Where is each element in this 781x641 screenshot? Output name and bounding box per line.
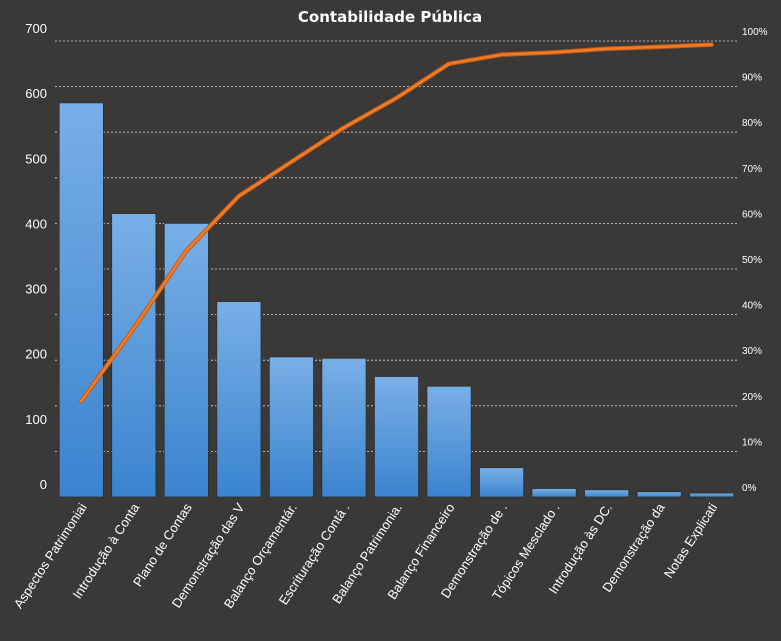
y-tick-label: 600: [25, 86, 47, 101]
bar: [636, 491, 682, 498]
series-line: [80, 43, 713, 403]
y2-tick-label: 50%: [742, 255, 762, 266]
y2-tick-label: 100%: [742, 27, 768, 38]
bar: [584, 489, 630, 498]
y2-tick-label: 90%: [742, 73, 762, 84]
bar: [374, 376, 419, 498]
bar: [58, 102, 104, 498]
y2-tick-label: 70%: [742, 164, 762, 175]
y2-tick-label: 60%: [742, 209, 762, 220]
bar: [321, 357, 367, 498]
y-axis-primary: 0 100 200 300 400 500 600 700: [25, 21, 47, 492]
y-tick-label: 100: [25, 412, 47, 427]
bar: [426, 385, 472, 498]
bars: [58, 102, 735, 498]
y-tick-label: 500: [25, 151, 47, 166]
bar: [689, 492, 735, 498]
chart-title: Contabilidade Pública: [298, 8, 482, 26]
x-tick-label: Notas Explicati: [661, 500, 720, 580]
y-axis-secondary: 0% 10% 20% 30% 40% 50% 60% 70% 80% 90% 100%: [742, 27, 768, 494]
y2-tick-label: 30%: [742, 346, 762, 357]
y2-tick-label: 20%: [742, 392, 762, 403]
y-tick-label: 200: [25, 347, 47, 362]
y2-tick-label: 80%: [742, 118, 762, 129]
bar: [269, 356, 314, 498]
bar: [531, 488, 577, 498]
cumulative-line: [79, 42, 714, 404]
bar: [216, 301, 262, 498]
bar: [479, 467, 524, 498]
y-tick-label: 300: [25, 282, 47, 297]
bar: [163, 223, 209, 498]
y-tick-label: 400: [25, 216, 47, 231]
y2-tick-label: 40%: [742, 301, 762, 312]
y-tick-label: 700: [25, 21, 47, 36]
y2-tick-label: 10%: [742, 437, 762, 448]
y2-tick-label: 0%: [742, 483, 757, 494]
y-tick-label: 0: [40, 477, 47, 492]
bar: [111, 213, 157, 498]
